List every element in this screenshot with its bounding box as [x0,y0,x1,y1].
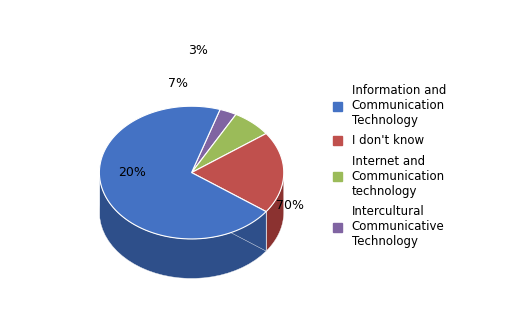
Polygon shape [192,133,284,211]
Text: 20%: 20% [118,166,146,179]
Text: 7%: 7% [168,77,188,90]
Polygon shape [192,115,266,173]
Ellipse shape [99,146,284,279]
Polygon shape [192,173,266,251]
Polygon shape [192,173,266,251]
Legend: Information and
Communication
Technology, I don't know, Internet and
Communicati: Information and Communication Technology… [329,81,449,251]
Polygon shape [192,110,236,173]
Text: 3%: 3% [188,44,208,57]
Text: 70%: 70% [276,199,304,212]
Polygon shape [100,179,266,279]
Polygon shape [266,173,284,251]
Polygon shape [99,106,266,239]
